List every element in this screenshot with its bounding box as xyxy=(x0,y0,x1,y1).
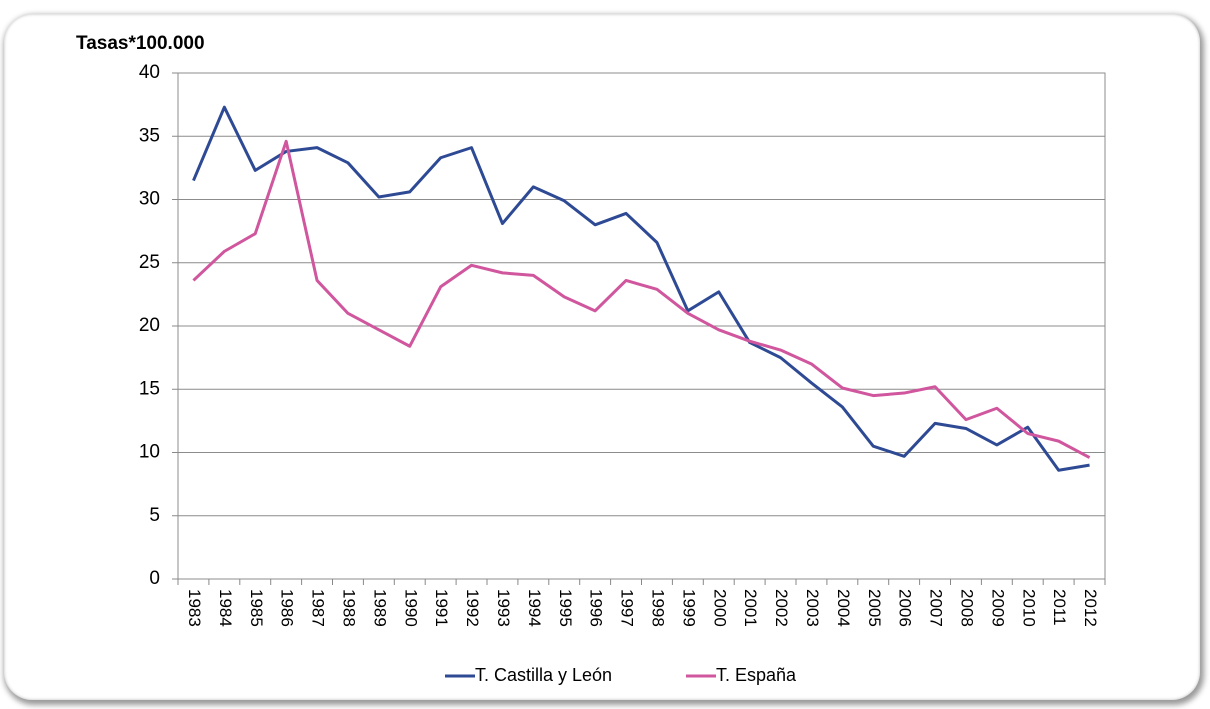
legend-label: T. Castilla y León xyxy=(475,665,612,685)
x-tick-label: 1991 xyxy=(432,589,451,627)
x-tick-label: 1988 xyxy=(339,589,358,627)
y-tick-label: 35 xyxy=(139,125,160,146)
x-tick-label: 1994 xyxy=(525,589,544,627)
y-tick-label: 25 xyxy=(139,252,160,273)
x-tick-label: 1992 xyxy=(463,589,482,627)
y-tick-label: 40 xyxy=(139,62,160,83)
series-line xyxy=(192,139,1091,459)
x-tick-label: 1998 xyxy=(648,589,667,627)
x-tick-label: 1990 xyxy=(401,589,420,627)
y-tick-label: 5 xyxy=(149,505,160,526)
x-tick-label: 1999 xyxy=(679,589,698,627)
x-tick-label: 2010 xyxy=(1019,589,1038,627)
axis-title: Tasas*100.000 xyxy=(76,33,205,54)
y-tick-label: 0 xyxy=(149,568,160,589)
x-tick-label: 1986 xyxy=(278,589,297,627)
y-tick-label: 10 xyxy=(139,442,160,463)
x-tick-label: 2009 xyxy=(988,589,1007,627)
x-tick-label: 2006 xyxy=(896,589,915,627)
series-line xyxy=(192,105,1090,472)
x-tick-label: 1984 xyxy=(216,589,235,627)
x-tick-label: 1989 xyxy=(370,589,389,627)
x-tick-label: 2003 xyxy=(803,589,822,627)
x-tick-label: 2004 xyxy=(834,589,853,627)
chart-frame xyxy=(4,14,1200,700)
x-tick-label: 1983 xyxy=(185,589,204,627)
y-tick-label: 20 xyxy=(139,315,160,336)
legend-label: T. España xyxy=(716,665,797,685)
x-tick-label: 2008 xyxy=(957,589,976,627)
x-tick-label: 2000 xyxy=(710,589,729,627)
y-tick-label: 15 xyxy=(139,378,160,399)
x-tick-label: 1993 xyxy=(494,589,513,627)
x-tick-label: 2012 xyxy=(1081,589,1100,627)
x-tick-label: 2002 xyxy=(772,589,791,627)
x-tick-label: 2005 xyxy=(865,589,884,627)
x-tick-label: 1985 xyxy=(247,589,266,627)
x-tick-label: 2007 xyxy=(927,589,946,627)
x-tick-label: 1995 xyxy=(556,589,575,627)
y-tick-label: 30 xyxy=(139,189,160,210)
x-tick-label: 1997 xyxy=(618,589,637,627)
x-tick-label: 2011 xyxy=(1050,589,1069,626)
x-tick-label: 1987 xyxy=(309,589,328,627)
x-tick-label: 1996 xyxy=(587,589,606,627)
x-tick-label: 2001 xyxy=(741,589,760,627)
